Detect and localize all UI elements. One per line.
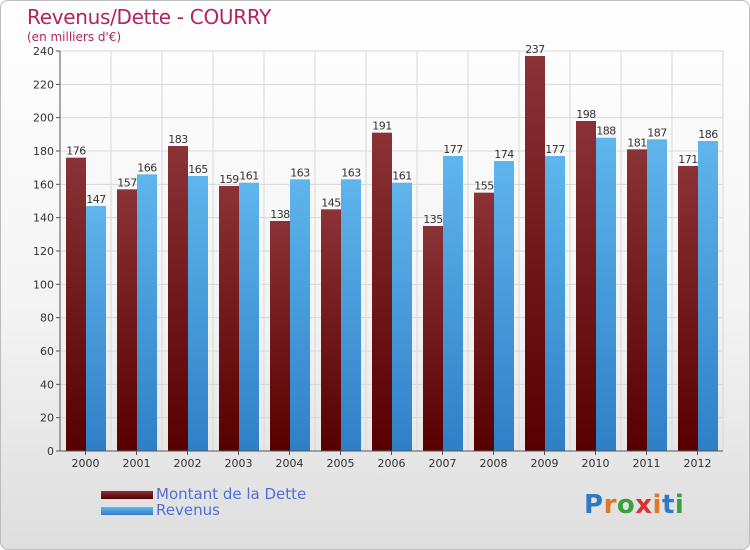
legend-label-revenus: Revenus xyxy=(156,501,220,519)
x-tick-label: 2011 xyxy=(633,457,661,470)
bar-revenus xyxy=(596,137,616,451)
x-tick-label: 2004 xyxy=(276,457,304,470)
bar-dette xyxy=(270,221,290,451)
bar-dette xyxy=(576,121,596,451)
data-label-revenus: 163 xyxy=(341,166,361,179)
bar-dette xyxy=(321,209,341,451)
bar-dette xyxy=(117,189,137,452)
logo-letter: i xyxy=(652,490,662,520)
x-tick-label: 2002 xyxy=(174,457,202,470)
bar-dette xyxy=(627,149,647,452)
bar-revenus xyxy=(290,179,310,452)
bar-dette xyxy=(678,166,698,451)
bars xyxy=(66,56,718,452)
legend-label-dette: Montant de la Dette xyxy=(156,485,307,503)
bar-dette xyxy=(474,192,494,451)
logo-letter: P xyxy=(584,490,604,520)
bar-dette xyxy=(219,186,239,451)
bar-revenus xyxy=(188,176,208,451)
data-label-revenus: 165 xyxy=(188,163,208,176)
data-label-dette: 157 xyxy=(117,176,137,189)
logo-letter: o xyxy=(616,490,636,520)
bar-revenus xyxy=(86,206,106,451)
x-tick-label: 2012 xyxy=(684,457,712,470)
data-label-revenus: 187 xyxy=(647,126,667,139)
bar-revenus xyxy=(545,156,565,451)
bar-dette xyxy=(66,157,86,451)
y-tick-label: 40 xyxy=(40,378,54,391)
y-tick-label: 180 xyxy=(33,145,54,158)
data-label-dette: 138 xyxy=(270,208,290,221)
bar-revenus xyxy=(341,179,361,452)
data-label-dette: 183 xyxy=(168,133,188,146)
bar-revenus xyxy=(698,141,718,451)
data-label-revenus: 177 xyxy=(545,143,565,156)
data-label-revenus: 163 xyxy=(290,166,310,179)
y-tick-label: 140 xyxy=(33,212,54,225)
y-tick-label: 80 xyxy=(40,312,54,325)
data-label-revenus: 177 xyxy=(443,143,463,156)
bar-revenus xyxy=(239,182,259,451)
bar-revenus xyxy=(137,174,157,452)
chart-title: Revenus/Dette - COURRY xyxy=(27,5,272,29)
logo-letter: t xyxy=(661,490,675,520)
x-tick-label: 2001 xyxy=(123,457,151,470)
data-label-revenus: 174 xyxy=(494,148,514,161)
x-tick-label: 2008 xyxy=(480,457,508,470)
x-tick-label: 2003 xyxy=(225,457,253,470)
x-tick-label: 2005 xyxy=(327,457,355,470)
data-label-dette: 155 xyxy=(474,180,494,193)
y-tick-label: 0 xyxy=(47,445,54,458)
logo-letter: i xyxy=(674,490,685,520)
y-tick-label: 100 xyxy=(33,278,54,291)
bar-revenus xyxy=(443,156,463,451)
x-tick-label: 2010 xyxy=(582,457,610,470)
data-label-dette: 159 xyxy=(219,173,239,186)
data-label-dette: 145 xyxy=(321,196,341,209)
proxiti-logo: Proxiti xyxy=(584,490,684,520)
data-label-dette: 135 xyxy=(423,213,443,226)
data-label-dette: 191 xyxy=(372,120,392,133)
y-tick-label: 200 xyxy=(33,112,54,125)
logo-letter: r xyxy=(603,490,617,520)
bar-dette xyxy=(372,132,392,451)
data-label-dette: 181 xyxy=(627,136,647,149)
x-tick-label: 2000 xyxy=(72,457,100,470)
y-tick-label: 240 xyxy=(33,45,54,58)
data-label-revenus: 161 xyxy=(239,170,259,183)
data-label-revenus: 147 xyxy=(86,193,106,206)
x-tick-label: 2007 xyxy=(429,457,457,470)
y-tick-label: 120 xyxy=(33,245,54,258)
legend-swatch-dette xyxy=(101,491,153,499)
logo-letter: x xyxy=(635,490,653,520)
y-tick-label: 160 xyxy=(33,178,54,191)
data-label-revenus: 188 xyxy=(596,125,616,138)
y-tick-label: 220 xyxy=(33,78,54,91)
bar-dette xyxy=(168,146,188,451)
bar-revenus xyxy=(647,139,667,452)
data-label-dette: 171 xyxy=(678,153,698,166)
data-label-dette: 176 xyxy=(66,145,86,158)
y-tick-label: 60 xyxy=(40,345,54,358)
bar-revenus xyxy=(392,182,412,451)
data-label-revenus: 166 xyxy=(137,161,157,174)
x-tick-label: 2009 xyxy=(531,457,559,470)
chart-subtitle: (en milliers d'€) xyxy=(27,30,122,44)
data-label-revenus: 161 xyxy=(392,170,412,183)
bar-revenus xyxy=(494,161,514,451)
bar-dette xyxy=(525,56,545,451)
y-tick-label: 20 xyxy=(40,412,54,425)
legend-swatch-revenus xyxy=(101,507,153,515)
x-tick-label: 2006 xyxy=(378,457,406,470)
bar-dette xyxy=(423,226,443,451)
data-label-dette: 237 xyxy=(525,43,545,56)
data-label-dette: 198 xyxy=(576,108,596,121)
axes: 0 20 40 60 80 100 120 140 160 180 200 220 240 2000 200… xyxy=(33,45,723,470)
data-label-revenus: 186 xyxy=(698,128,718,141)
